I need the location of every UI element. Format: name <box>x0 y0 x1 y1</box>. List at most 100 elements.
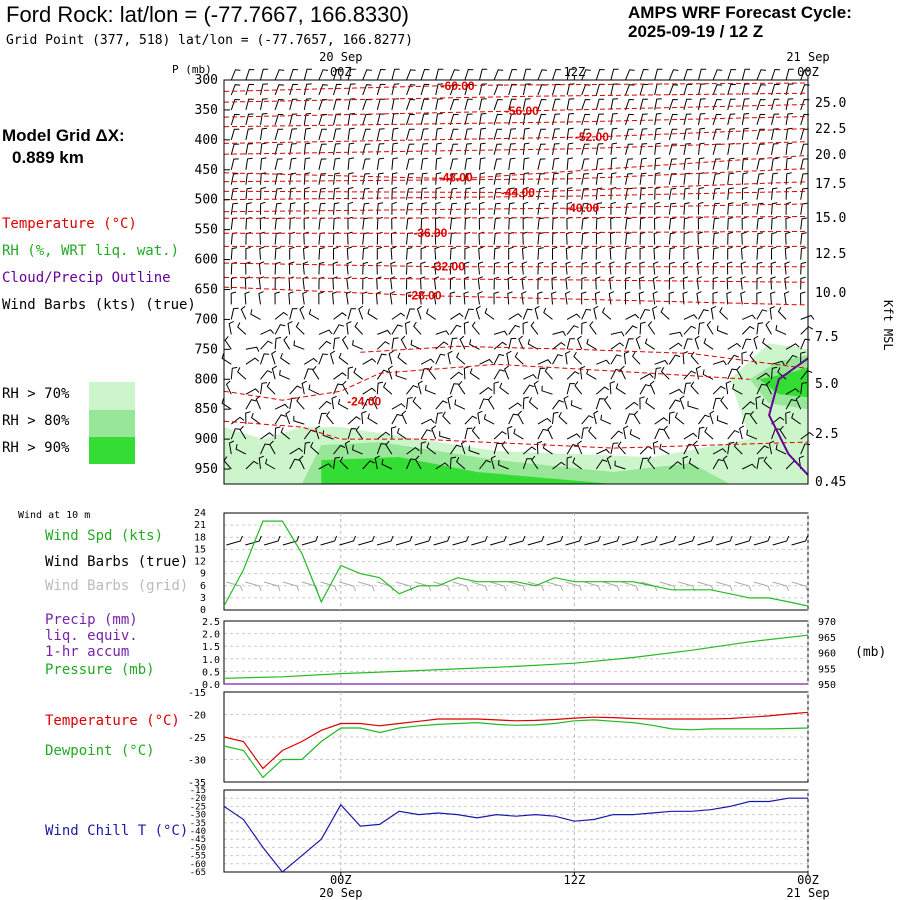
wind-barb <box>435 157 442 170</box>
wind-barb <box>435 330 450 336</box>
wind-barb <box>551 291 557 305</box>
wind-barb <box>756 457 765 470</box>
wind-barb <box>595 217 602 230</box>
wind-barb <box>710 305 717 320</box>
wind-barb <box>258 291 264 305</box>
wind-barb <box>756 113 766 126</box>
wind-barb <box>654 83 663 96</box>
wind-barb <box>260 172 267 185</box>
wind-barb <box>581 321 587 335</box>
pressure-right-tick-label: 965 <box>818 633 836 644</box>
wind-barb <box>537 113 547 126</box>
precip-tick-label: 0.5 <box>202 667 220 678</box>
wind-barb <box>669 388 683 395</box>
bottom-time-label: 00Z <box>330 873 352 887</box>
wind-barb <box>289 128 298 141</box>
wind-barb <box>581 113 591 126</box>
wind-barb <box>397 352 407 365</box>
wind-barb <box>654 187 661 200</box>
wind-barb <box>391 413 403 425</box>
wind-barb <box>581 247 588 260</box>
chill-tick-label: -15 <box>190 786 206 796</box>
wind-barb <box>688 458 699 470</box>
legend-wind: Wind Barbs (kts) (true) <box>2 297 196 313</box>
wind-barb <box>406 261 413 275</box>
wind-barb <box>690 351 699 365</box>
wind-barb <box>333 324 344 335</box>
wind-barb <box>779 425 787 440</box>
wind-barb <box>552 172 559 185</box>
isotherm-label: -48.00 <box>439 171 473 185</box>
wind-barb <box>475 305 481 320</box>
wind-barb <box>376 113 385 126</box>
wind-barb <box>435 127 443 140</box>
wind-barb <box>258 276 264 290</box>
chill-tick-label: -20 <box>190 794 206 804</box>
wind-barb <box>581 128 590 141</box>
wind-barb <box>593 305 599 320</box>
wind-barb <box>508 246 514 260</box>
wind-barb <box>623 351 630 365</box>
wind-barb <box>683 143 691 155</box>
wind-barb <box>654 142 661 155</box>
rh-legend-swatch-80 <box>89 410 135 437</box>
wind-barb <box>741 187 748 200</box>
wind-barb <box>493 158 502 170</box>
wind-barb <box>484 308 495 320</box>
wind-barb <box>581 84 591 96</box>
wind-barb <box>376 369 389 380</box>
wind-barb <box>435 187 442 200</box>
wind-barb <box>566 383 575 395</box>
wind-barb <box>659 535 677 546</box>
wind-barb <box>800 202 808 215</box>
pressure-tick-label: 900 <box>195 432 218 447</box>
wind-barb <box>771 246 777 260</box>
wind-barb <box>537 173 546 185</box>
wind-barb <box>522 68 532 81</box>
wind-barb <box>274 187 283 200</box>
wind-barb <box>420 187 428 200</box>
wind-barb <box>260 83 268 96</box>
height-tick-label: 0.45 <box>815 475 846 490</box>
wind-barb <box>771 128 779 141</box>
wind-barb <box>376 157 385 170</box>
wind-barb <box>449 247 457 260</box>
wind-barb <box>449 276 456 290</box>
wind-barb <box>449 383 459 395</box>
chill-tick-label: -25 <box>190 802 206 812</box>
wind-barb <box>346 321 352 335</box>
wind-barb <box>649 380 656 395</box>
wind-barb <box>404 321 411 335</box>
wind-barb <box>433 581 451 592</box>
wind-barb <box>318 158 327 170</box>
wind-barb <box>740 246 747 260</box>
wind-barb <box>332 276 338 290</box>
wind-barb <box>332 291 338 305</box>
wind-barb <box>362 84 372 96</box>
grid-point-subtitle: Grid Point (377, 518) lat/lon = (-77.765… <box>6 33 413 48</box>
wind-barb <box>302 276 308 290</box>
wind-barb <box>683 443 694 455</box>
pressure-tick-label: 700 <box>195 312 218 327</box>
wind-speed-line <box>223 520 809 607</box>
wind-barb <box>449 158 458 170</box>
wind-barb <box>245 113 254 126</box>
wind-barb <box>367 308 378 320</box>
wind-barb <box>609 261 615 275</box>
wind-barb <box>740 276 746 290</box>
wind-barb <box>426 308 436 320</box>
wind-barb <box>625 247 632 260</box>
wind-barb <box>245 388 260 395</box>
wind-barb <box>406 158 415 170</box>
wind-barb <box>302 291 308 305</box>
wind-barb <box>595 398 605 410</box>
wind-barb <box>682 276 689 290</box>
wind-barb <box>639 217 646 230</box>
wind-barb <box>800 351 806 365</box>
wind-barb <box>683 338 693 350</box>
wind-barb <box>683 314 698 320</box>
wind-barb <box>698 414 710 425</box>
wind-barb <box>434 261 440 275</box>
wind-barb <box>654 113 662 125</box>
isotherms <box>223 82 809 449</box>
